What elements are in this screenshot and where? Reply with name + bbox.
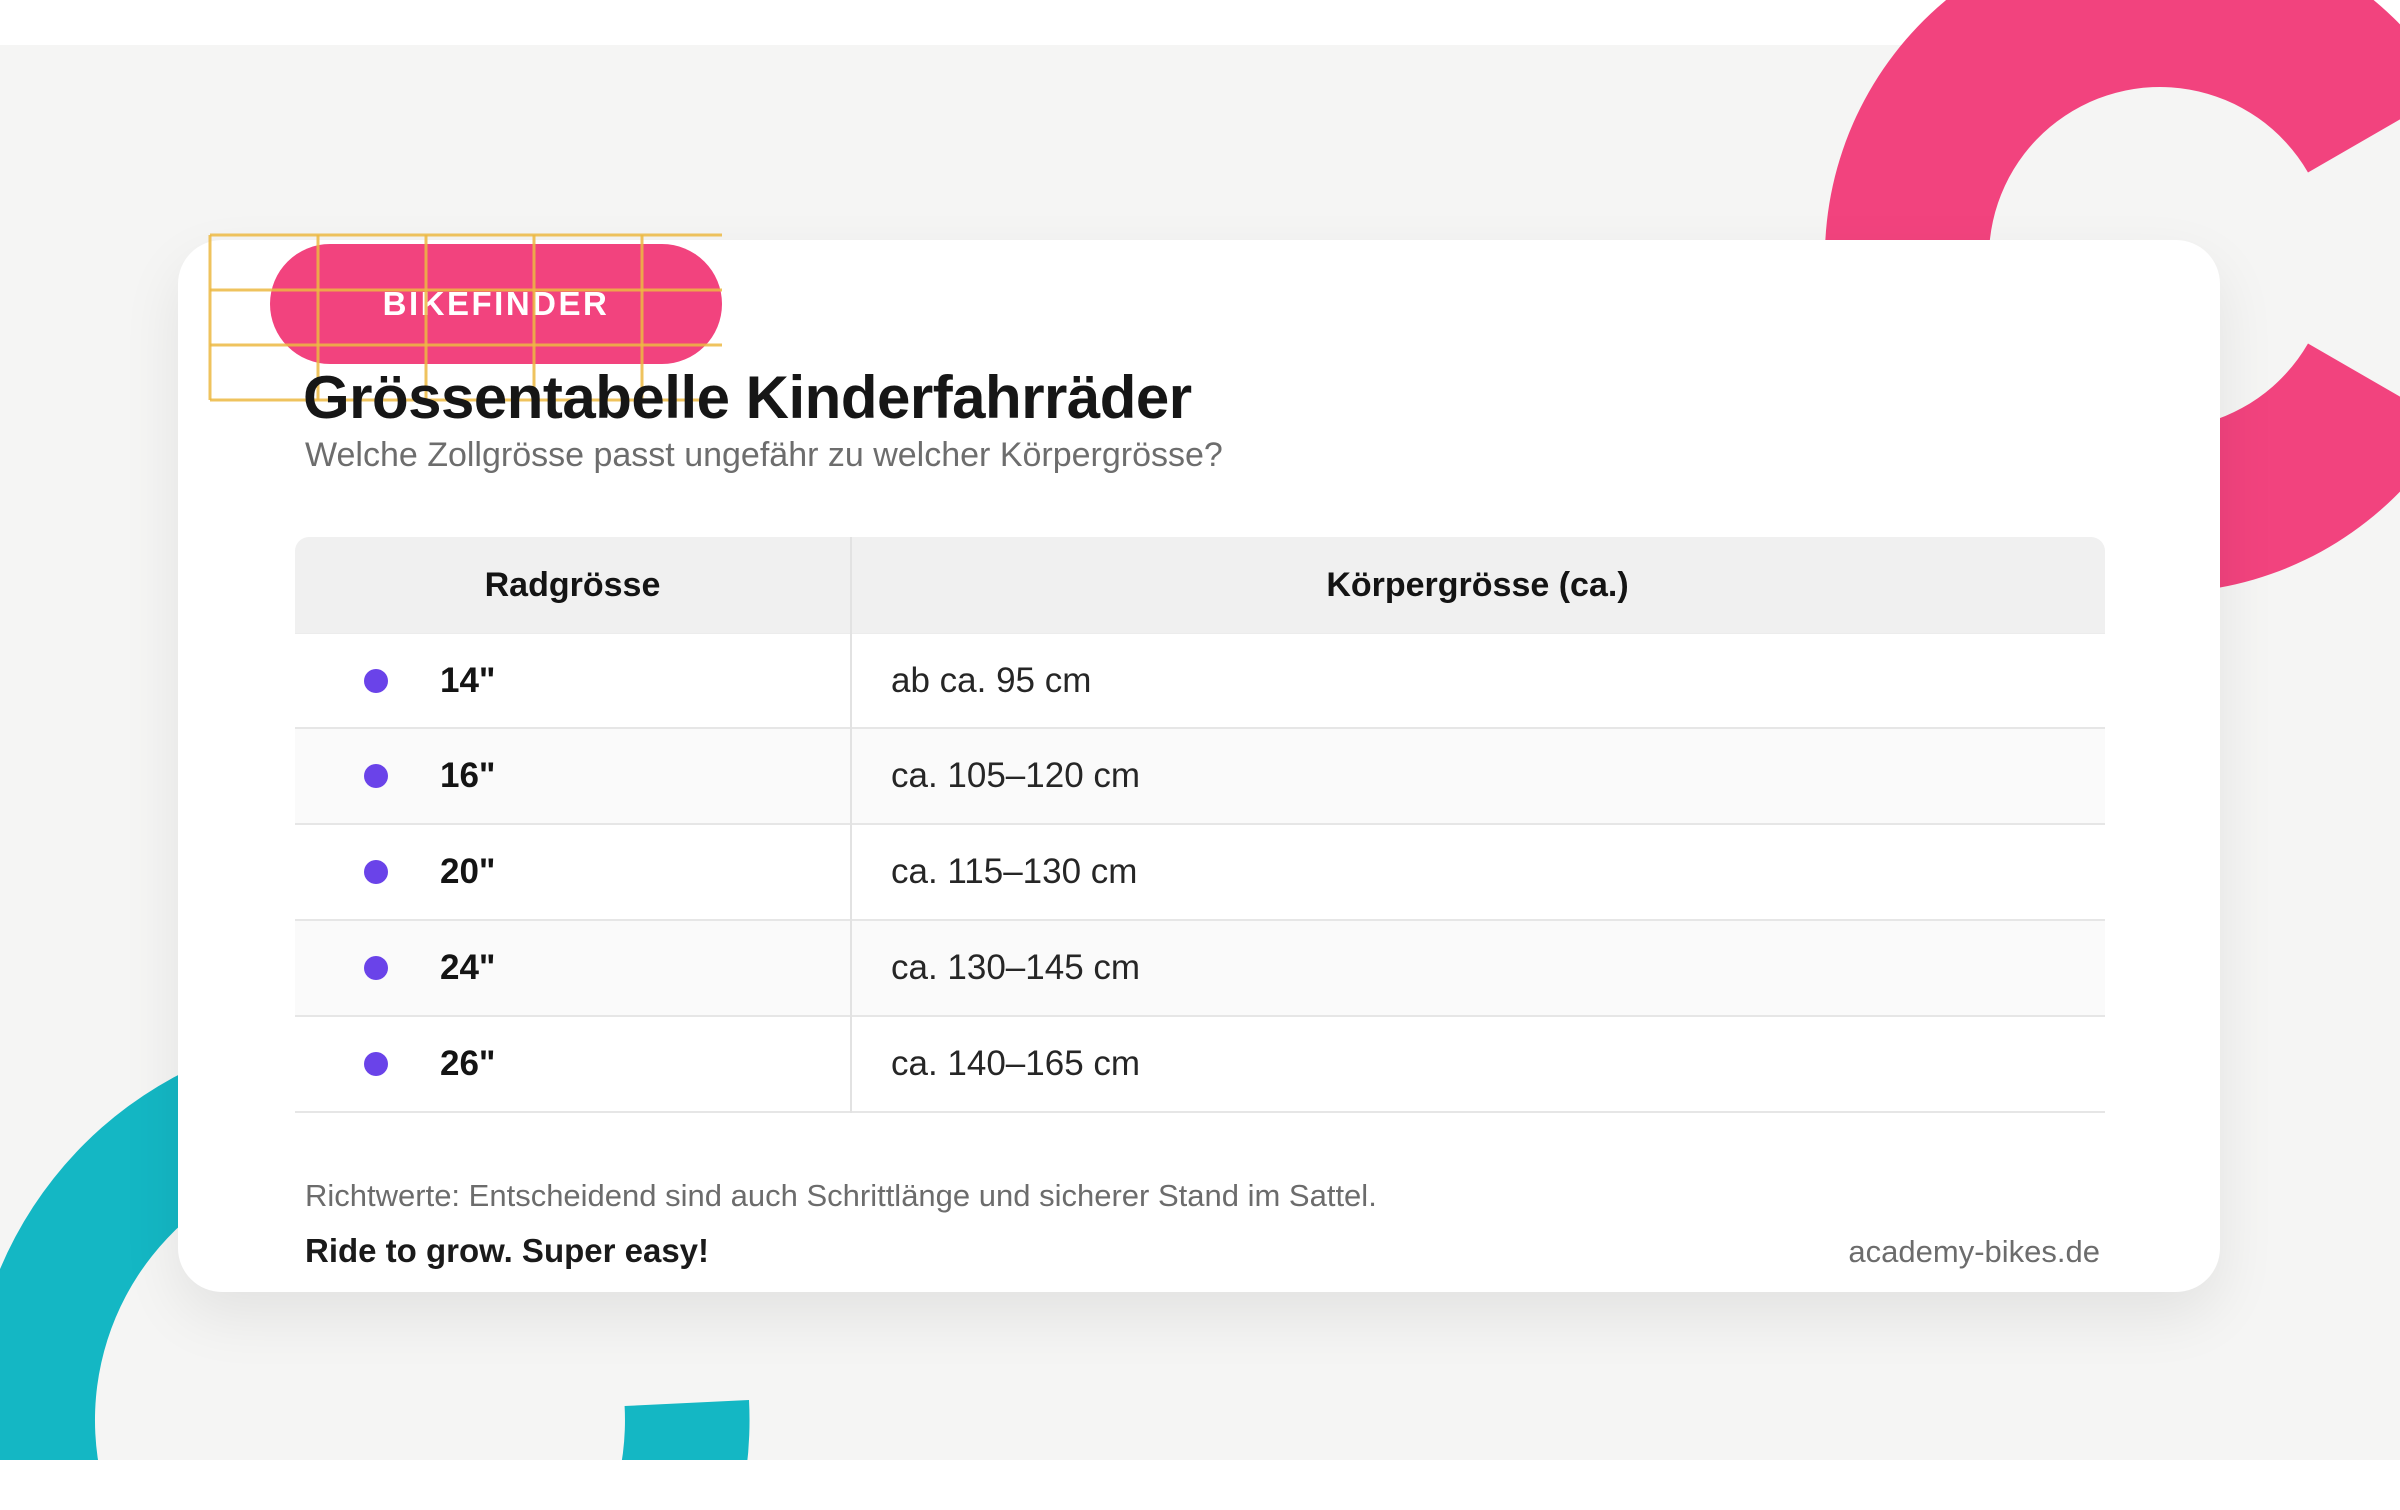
body-height-cell: ab ca. 95 cm xyxy=(850,634,2105,727)
wheel-size-label: 26" xyxy=(440,1044,496,1083)
table-row: 24" ca. 130–145 cm xyxy=(295,921,2105,1017)
table-row: 26" ca. 140–165 cm xyxy=(295,1017,2105,1113)
wheel-size-cell: 24" xyxy=(295,921,850,1015)
wheel-size-label: 20" xyxy=(440,852,496,891)
column-header-body-height: Körpergrösse (ca.) xyxy=(1326,565,1629,604)
page-title: Grössentabelle Kinderfahrräder xyxy=(303,364,1192,431)
bullet-icon xyxy=(364,860,388,884)
bullet-icon xyxy=(364,956,388,980)
bottom-white-band xyxy=(0,1460,2400,1510)
bullet-icon xyxy=(364,764,388,788)
bikefinder-badge: BIKEFINDER xyxy=(270,244,722,364)
body-height-cell: ca. 105–120 cm xyxy=(850,729,2105,823)
body-height-value: ab ca. 95 cm xyxy=(891,660,1092,700)
bullet-icon xyxy=(364,668,388,693)
body-height-value: ca. 140–165 cm xyxy=(891,1044,1141,1083)
wheel-size-cell: 14" xyxy=(295,634,850,727)
table-body: 14" ab ca. 95 cm 16" ca. 105–120 cm 20" ca. 1… xyxy=(295,633,2105,1113)
wheel-size-cell: 16" xyxy=(295,729,850,823)
body-height-cell: ca. 130–145 cm xyxy=(850,921,2105,1015)
tagline: Ride to grow. Super easy! xyxy=(305,1232,710,1269)
table-row: 14" ab ca. 95 cm xyxy=(295,633,2105,729)
body-height-value: ca. 115–130 cm xyxy=(891,852,1138,891)
wheel-size-label: 14" xyxy=(440,660,496,700)
table-header-row: Radgrösse Körpergrösse (ca.) xyxy=(295,537,2105,633)
bullet-icon xyxy=(364,1052,388,1076)
footnote: Richtwerte: Entscheidend sind auch Schri… xyxy=(305,1178,1377,1213)
website-label: academy-bikes.de xyxy=(1848,1234,2100,1269)
badge-label: BIKEFINDER xyxy=(382,285,610,322)
body-height-value: ca. 130–145 cm xyxy=(891,948,1141,987)
column-divider xyxy=(850,537,852,1113)
body-height-cell: ca. 140–165 cm xyxy=(850,1017,2105,1111)
column-header-wheel-size: Radgrösse xyxy=(484,565,661,604)
wheel-size-cell: 26" xyxy=(295,1017,850,1111)
page-subtitle: Welche Zollgrösse passt ungefähr zu welc… xyxy=(305,436,1223,474)
wheel-size-label: 24" xyxy=(440,948,496,987)
wheel-size-cell: 20" xyxy=(295,825,850,919)
body-height-cell: ca. 115–130 cm xyxy=(850,825,2105,919)
size-table: Radgrösse Körpergrösse (ca.) 14" ab ca. 9… xyxy=(295,537,2105,1113)
table-row: 20" ca. 115–130 cm xyxy=(295,825,2105,921)
body-height-value: ca. 105–120 cm xyxy=(891,756,1141,795)
table-row: 16" ca. 105–120 cm xyxy=(295,729,2105,825)
wheel-size-label: 16" xyxy=(440,756,496,795)
